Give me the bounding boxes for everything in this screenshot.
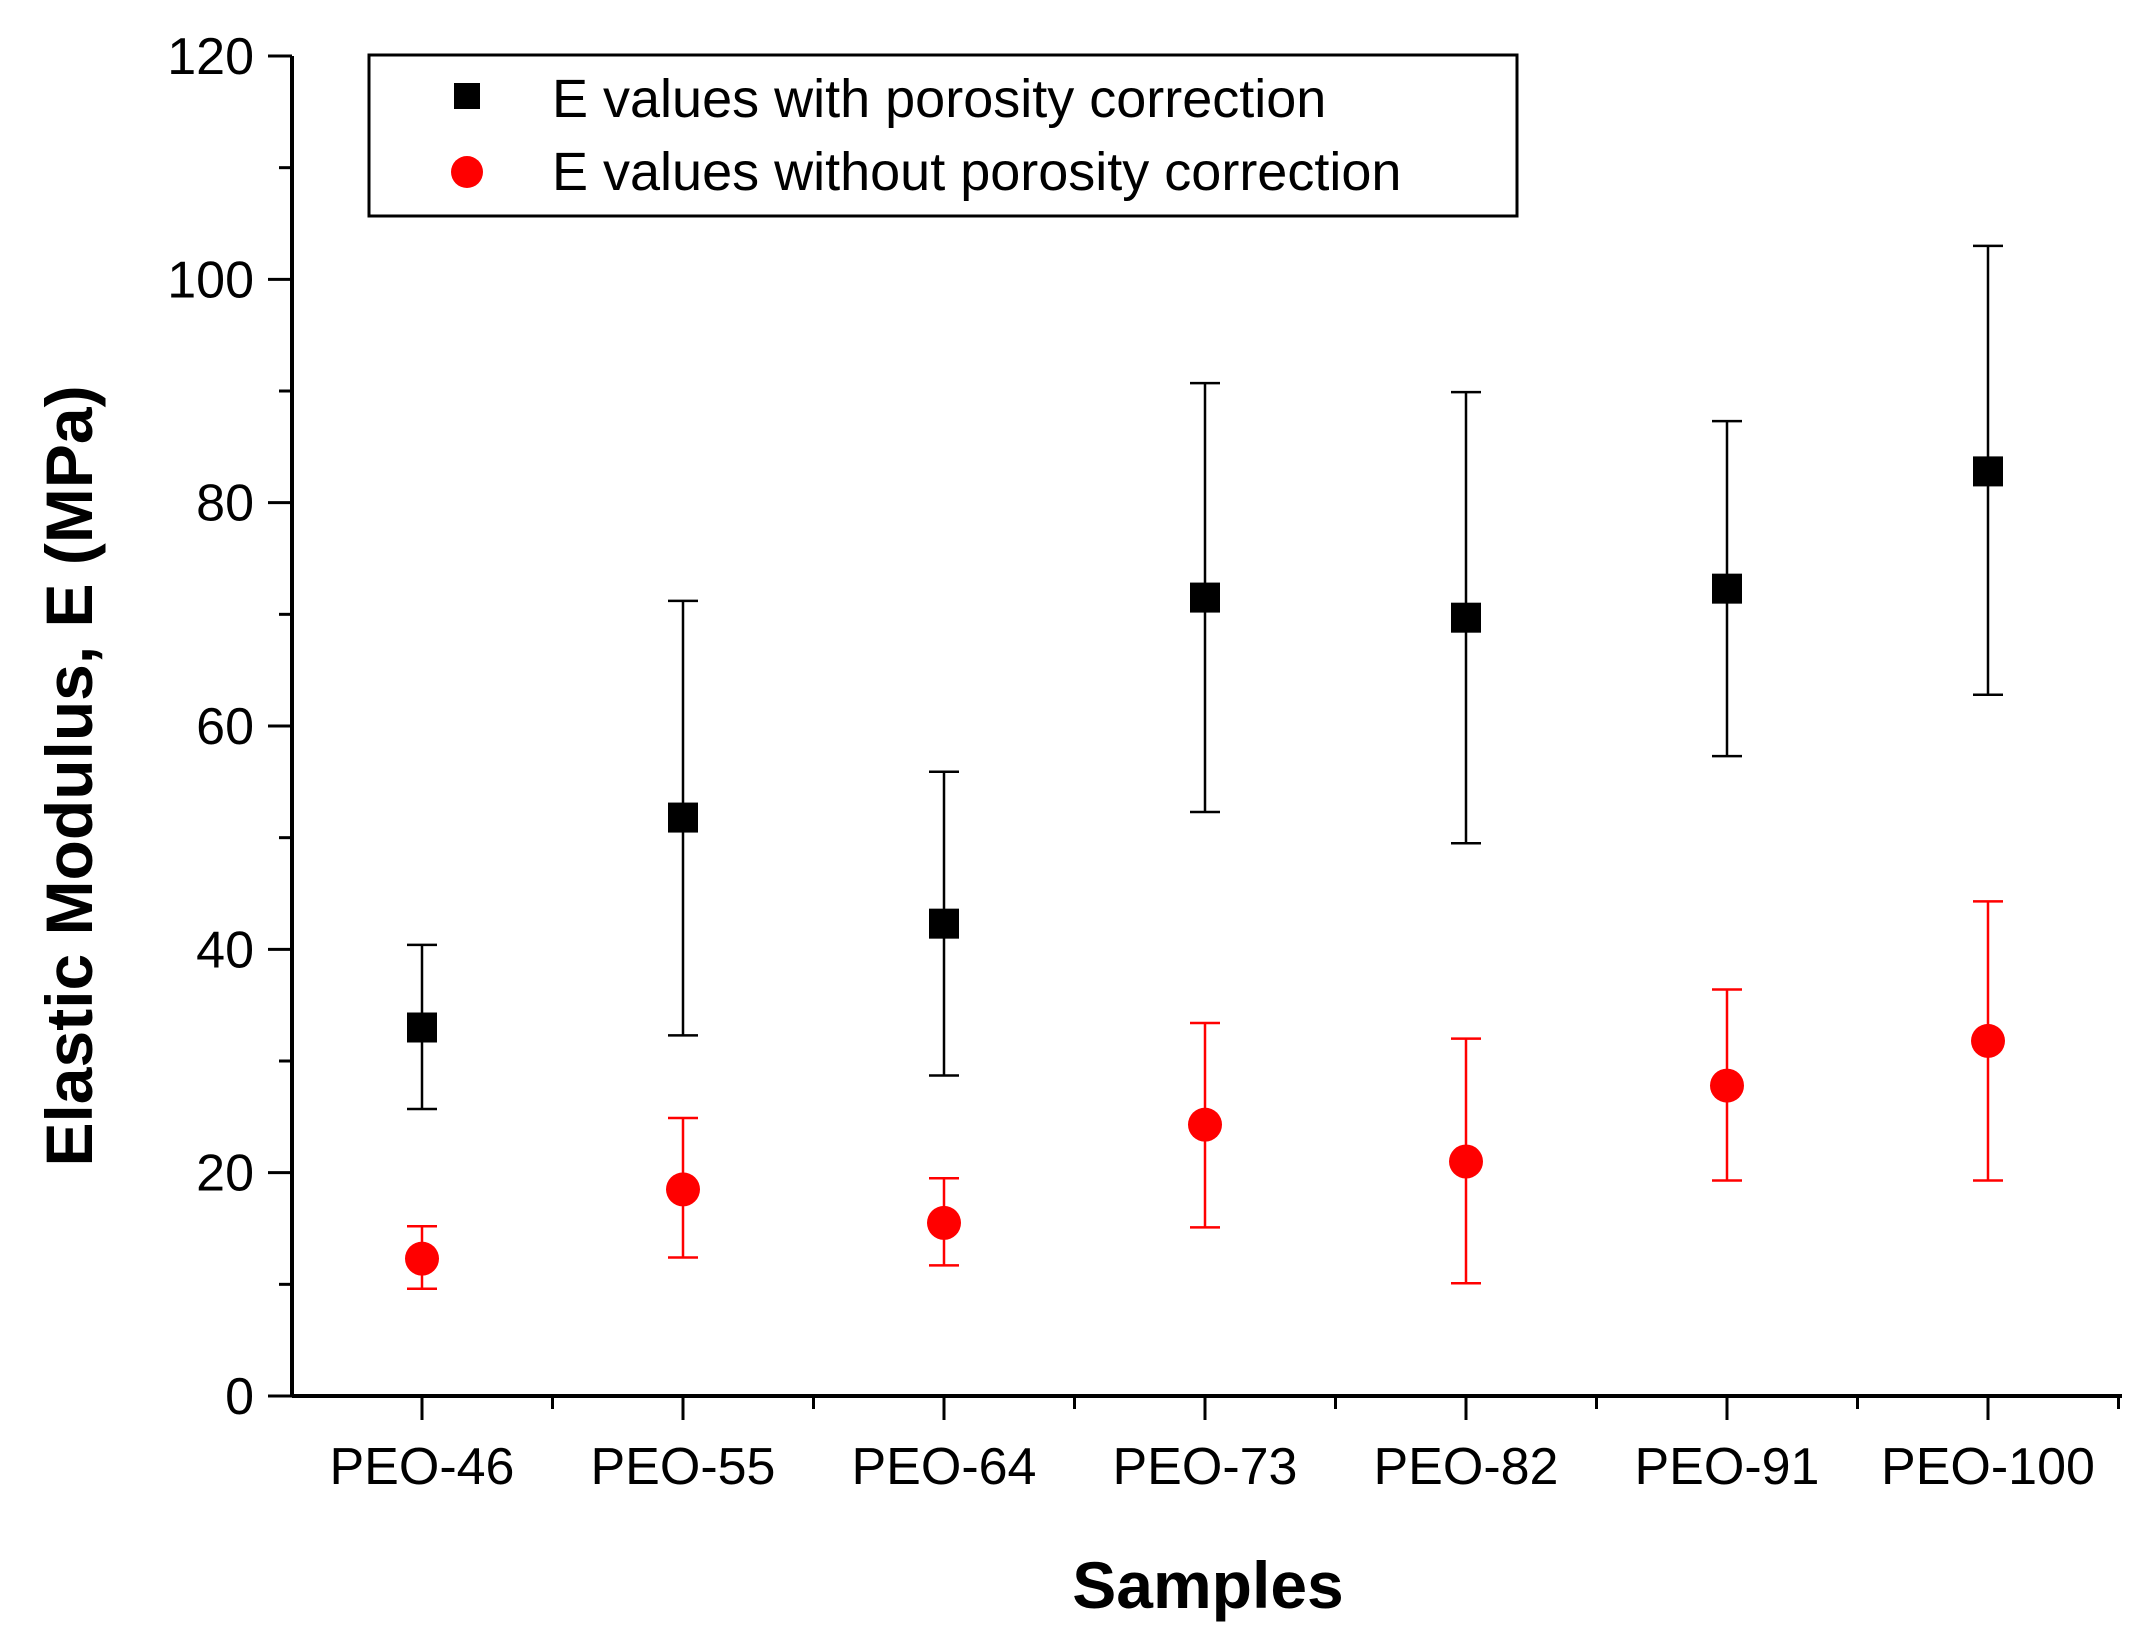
x-axis-title: Samples xyxy=(1072,1548,1343,1622)
axes xyxy=(290,56,2122,1398)
y-axis-title: Elastic Modulus, E (MPa) xyxy=(32,385,106,1166)
y-tick-label: 40 xyxy=(196,921,254,979)
x-tick-label: PEO-82 xyxy=(1374,1438,1559,1496)
x-tick-label: PEO-91 xyxy=(1635,1438,1820,1496)
series-without-porosity-correction xyxy=(405,900,2005,1291)
data-point-circle xyxy=(405,1241,439,1276)
data-point-circle xyxy=(1971,1023,2005,1058)
y-tick-label: 20 xyxy=(196,1145,254,1203)
data-point-square xyxy=(668,802,698,833)
x-tick-label: PEO-73 xyxy=(1113,1438,1298,1496)
data-point-circle xyxy=(1710,1068,1744,1103)
legend: E values with porosity correction E valu… xyxy=(367,53,1519,218)
x-tick-label: PEO-46 xyxy=(330,1438,515,1496)
data-point-square xyxy=(1190,582,1220,613)
x-tick-label: PEO-100 xyxy=(1881,1438,2095,1496)
series-with-porosity-correction xyxy=(407,244,2003,1111)
legend-marker-circle xyxy=(451,156,483,188)
x-tick-label: PEO-64 xyxy=(852,1438,1037,1496)
data-point-square xyxy=(407,1012,437,1043)
y-tick-label: 80 xyxy=(196,475,254,533)
y-tick-label: 120 xyxy=(167,28,254,86)
data-point-square xyxy=(929,908,959,939)
legend-marker-square xyxy=(454,83,480,109)
legend-box xyxy=(367,53,1519,218)
data-point-circle xyxy=(1188,1107,1222,1142)
data-point-square xyxy=(1451,602,1481,633)
legend-label-with-correction: E values with porosity correction xyxy=(552,69,1326,129)
data-point-circle xyxy=(666,1172,700,1207)
data-marks xyxy=(405,244,2005,1291)
y-tick-label: 60 xyxy=(196,698,254,756)
x-tick-label: PEO-55 xyxy=(591,1438,776,1496)
y-tick-label: 100 xyxy=(167,251,254,309)
axis-ticks: 0 20 40 60 80 100 120 PEO-46 PEO-55 PEO-64 PEO-73 P… xyxy=(167,28,2120,1496)
y-tick-label: 0 xyxy=(225,1368,254,1426)
data-point-circle xyxy=(1449,1144,1483,1179)
data-point-square xyxy=(1712,573,1742,604)
legend-label-without-correction: E values without porosity correction xyxy=(552,142,1401,202)
data-point-square xyxy=(1973,456,2003,487)
data-point-circle xyxy=(927,1205,961,1240)
